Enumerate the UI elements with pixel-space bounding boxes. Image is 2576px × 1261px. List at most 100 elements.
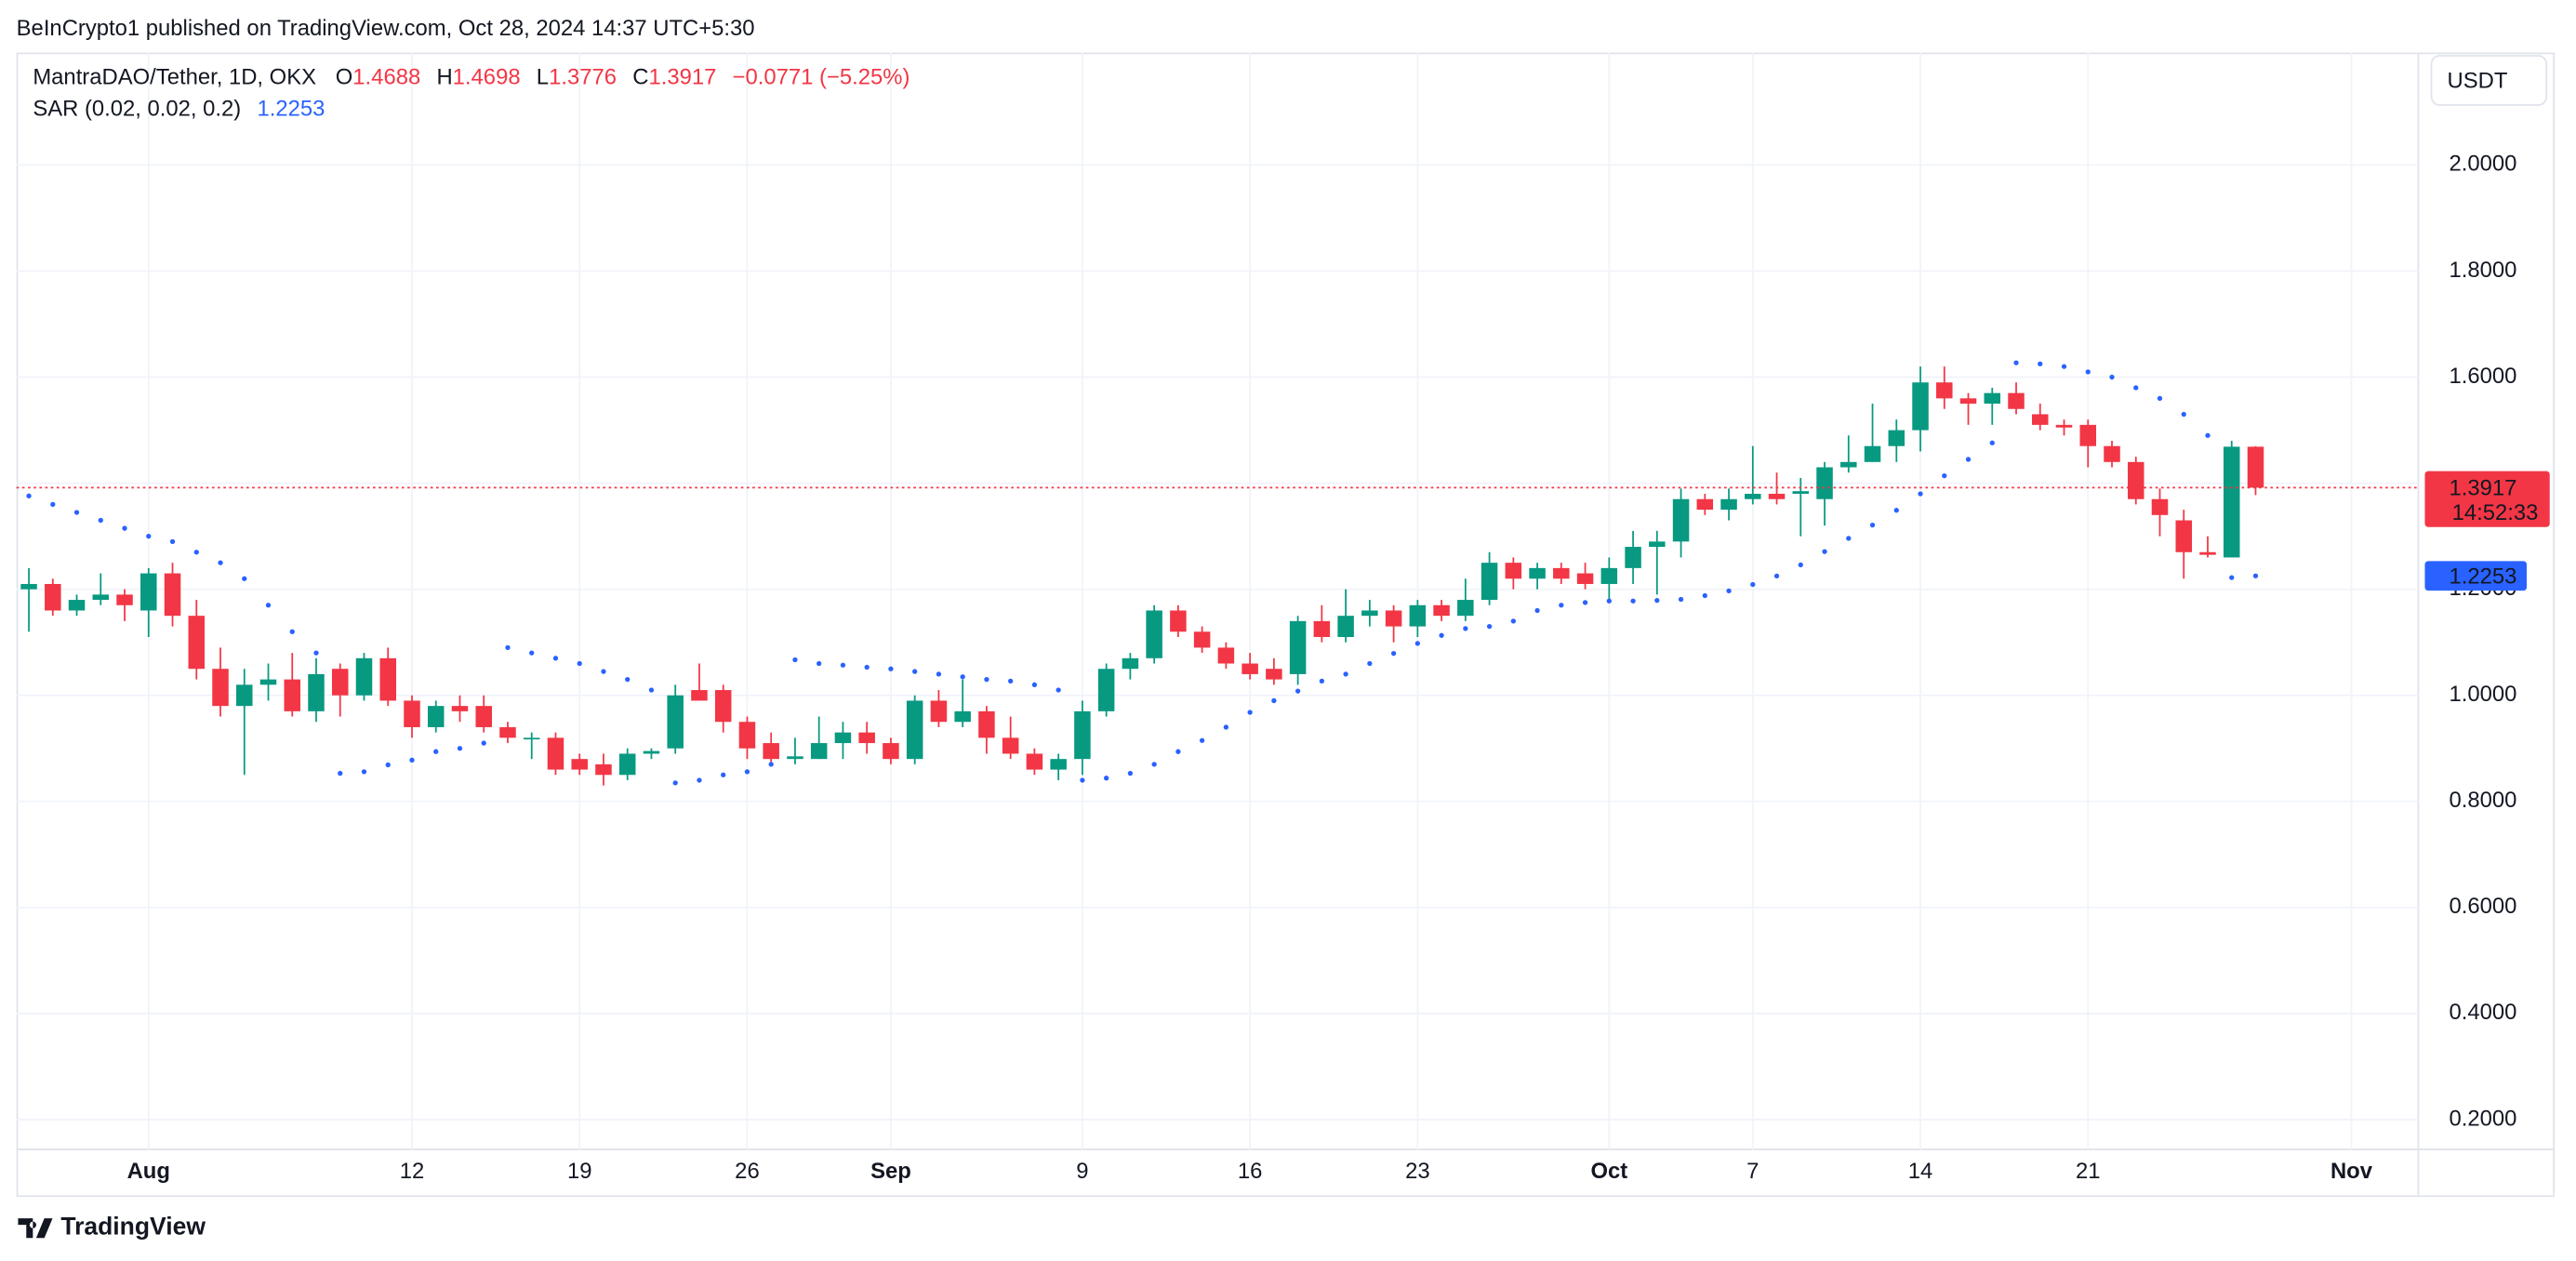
y-tick-label: 0.6000 xyxy=(2449,894,2516,919)
candle-body xyxy=(188,616,206,670)
sar-dot xyxy=(50,501,56,508)
sar-dot xyxy=(1534,607,1540,614)
high-label: H xyxy=(436,65,452,90)
candle-body xyxy=(2032,414,2049,425)
candle-body xyxy=(858,732,875,744)
sar-value: 1.2253 xyxy=(257,97,325,122)
sar-dot xyxy=(1822,549,1827,554)
candle-body xyxy=(714,690,732,723)
candle-body xyxy=(1792,491,1810,495)
sar-dot xyxy=(1989,440,1995,445)
sar-dot xyxy=(672,780,678,786)
candle-body xyxy=(1217,647,1235,664)
candle-body xyxy=(1529,567,1546,579)
sar-dot xyxy=(1271,697,1277,704)
currency-button[interactable] xyxy=(2430,55,2548,106)
sar-dot xyxy=(1247,710,1253,715)
candle-body xyxy=(763,743,779,760)
y-tick-label: 1.0000 xyxy=(2449,682,2516,707)
sar-dot xyxy=(26,493,32,498)
sar-dot xyxy=(2013,360,2019,365)
candle-body xyxy=(1242,663,1258,674)
sar-dot xyxy=(2157,395,2163,402)
candle-body xyxy=(2199,551,2216,555)
plot xyxy=(16,360,2419,786)
currency-label[interactable]: USDT xyxy=(2448,69,2508,94)
candle-body xyxy=(475,706,492,727)
candle-body xyxy=(547,737,564,770)
sar-dot xyxy=(1175,749,1181,754)
x-tick-label: 19 xyxy=(567,1159,592,1184)
sar-price-label: 1.2253 xyxy=(2449,564,2516,589)
y-tick-label: 1.6000 xyxy=(2449,364,2516,389)
tradingview-logo: TradingView xyxy=(18,1213,206,1241)
candle-body xyxy=(1600,567,1618,584)
sar-dot xyxy=(242,576,247,581)
candle-body xyxy=(404,700,420,727)
candle-body xyxy=(2104,445,2120,462)
sar-dot xyxy=(1965,457,1972,462)
candle-body xyxy=(1720,498,1737,511)
sar-dot xyxy=(98,517,103,524)
x-tick-label: Sep xyxy=(870,1159,911,1184)
candle-body xyxy=(379,657,396,701)
sar-dot xyxy=(601,669,606,674)
sar-dot xyxy=(1486,623,1493,630)
candle-body xyxy=(1505,563,1522,579)
sar-dot xyxy=(1654,597,1660,604)
sar-dot xyxy=(2205,432,2211,438)
candle-body xyxy=(1649,541,1666,548)
sar-dot xyxy=(361,769,367,775)
sar-dot xyxy=(481,740,486,746)
sar-dot xyxy=(1295,688,1301,694)
sar-dot xyxy=(433,749,439,754)
candle-body xyxy=(787,756,803,760)
y-tick-label: 1.8000 xyxy=(2449,258,2516,283)
sar-dot xyxy=(2133,385,2139,391)
sar-dot xyxy=(552,656,559,661)
sar-dot xyxy=(2229,575,2235,580)
candle-body xyxy=(20,583,37,590)
candle-body xyxy=(954,710,971,723)
sar-dot xyxy=(313,650,319,656)
legend-sar: SAR (0.02, 0.02, 0.2) 1.2253 xyxy=(33,97,325,122)
sar-dot xyxy=(1367,660,1373,667)
low-label: L xyxy=(537,65,549,90)
last-price-label: 1.3917 xyxy=(2449,475,2516,500)
chart-frame xyxy=(16,52,2556,1198)
axes: 0.20000.40000.60000.80001.00001.20001.40… xyxy=(127,152,2550,1184)
x-tick-label: Oct xyxy=(1590,1159,1627,1184)
candle-body xyxy=(499,726,516,738)
candle-body xyxy=(667,695,684,749)
candle-body xyxy=(164,573,181,617)
sar-dot xyxy=(625,676,631,683)
sar-dot xyxy=(146,533,152,539)
candle-body xyxy=(930,700,948,723)
x-tick-label: Nov xyxy=(2330,1159,2373,1184)
candle-body xyxy=(2151,498,2169,515)
sar-dot xyxy=(1773,573,1780,579)
open-label: O xyxy=(336,65,353,90)
sar-dot xyxy=(888,666,894,671)
sar-dot xyxy=(529,650,535,656)
sar-dot xyxy=(1319,678,1325,684)
sar-dot xyxy=(1869,523,1876,528)
candle-body xyxy=(259,679,277,685)
last-price-box xyxy=(2424,471,2550,527)
candle-body xyxy=(1337,616,1354,638)
candle-body xyxy=(1146,610,1162,658)
candle-body xyxy=(906,700,923,760)
candle-body xyxy=(1409,604,1427,627)
candle-body xyxy=(1097,669,1115,711)
sar-dot xyxy=(1463,626,1468,631)
sar-dot xyxy=(1080,777,1085,783)
candle-body xyxy=(1193,631,1211,648)
logo-text: TradingView xyxy=(60,1213,206,1241)
candle-body xyxy=(116,594,133,605)
symbol-title: MantraDAO/Tether, 1D, OKX xyxy=(33,65,316,90)
x-tick-label: 12 xyxy=(400,1159,425,1184)
sar-dot xyxy=(1510,618,1516,624)
candle-body xyxy=(883,743,899,760)
sar-dot xyxy=(193,550,199,555)
